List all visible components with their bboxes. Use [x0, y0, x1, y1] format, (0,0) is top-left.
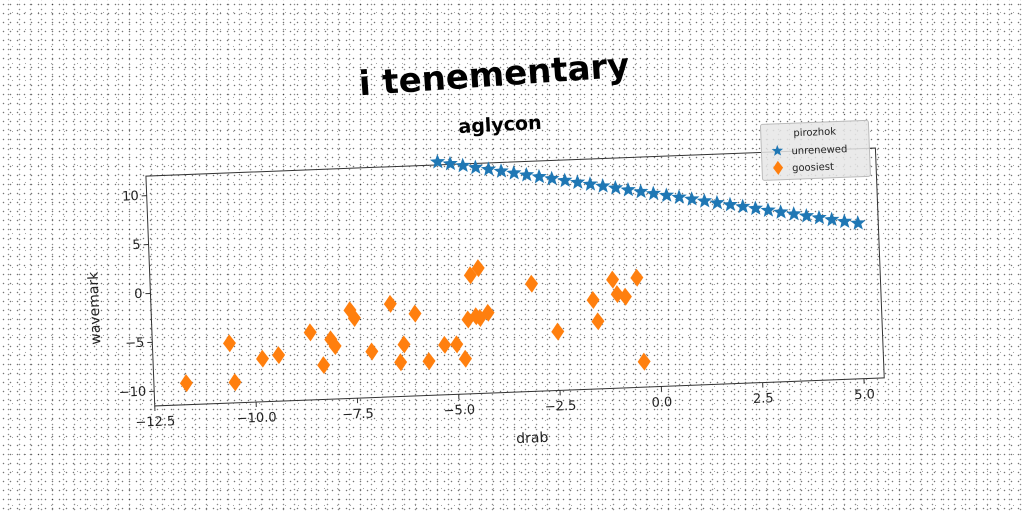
data-point-unrenewed	[442, 155, 458, 171]
data-point-goosiest	[450, 335, 464, 354]
y-tick-label: −10	[119, 385, 147, 401]
data-point-goosiest	[630, 268, 644, 287]
x-tick-label: −2.5	[545, 399, 577, 415]
x-tick-label: 2.5	[753, 391, 774, 407]
x-tick-label: −12.5	[135, 414, 175, 431]
data-point-goosiest	[179, 374, 193, 393]
data-point-unrenewed	[467, 159, 484, 175]
data-point-unrenewed	[620, 181, 636, 197]
plot-area: −12.5 −10.0 −7.5 −5.0 −2.5 0.0 2.5 5.0 −10 −5 0 5 1…	[86, 119, 885, 447]
x-axis: −12.5 −10.0 −7.5 −5.0 −2.5 0.0 2.5 5.0	[135, 378, 875, 431]
data-point-unrenewed	[429, 153, 446, 169]
data-point-unrenewed	[595, 178, 611, 193]
legend-box	[759, 119, 871, 181]
x-tick-label: 0.0	[651, 395, 672, 411]
legend[interactable]: pirozhok unrenewed goosiest	[759, 119, 871, 181]
data-point-unrenewed	[735, 198, 751, 214]
data-point-goosiest	[586, 290, 600, 309]
legend-marker-unrenewed	[771, 144, 784, 156]
data-point-unrenewed	[850, 215, 866, 230]
data-point-unrenewed	[607, 180, 624, 195]
data-point-goosiest	[551, 322, 565, 341]
data-point-unrenewed	[836, 213, 853, 229]
x-tick-label: −5.0	[443, 403, 475, 419]
data-point-goosiest	[606, 270, 620, 289]
chart-subtitle: aglycon	[458, 112, 542, 138]
legend-label-unrenewed: unrenewed	[791, 144, 847, 157]
data-point-goosiest	[365, 342, 379, 361]
data-point-unrenewed	[455, 157, 471, 173]
legend-title: pirozhok	[793, 127, 836, 140]
data-point-goosiest	[394, 353, 408, 372]
data-point-unrenewed	[696, 193, 713, 208]
data-point-goosiest	[272, 346, 286, 365]
data-point-goosiest	[222, 334, 236, 353]
data-point-unrenewed	[811, 209, 827, 225]
data-point-goosiest	[525, 274, 539, 293]
y-tick-label: −5	[125, 336, 145, 352]
data-point-goosiest	[591, 312, 605, 331]
data-point-goosiest	[397, 335, 411, 354]
legend-marker-goosiest	[773, 160, 784, 175]
data-point-goosiest	[481, 303, 495, 322]
x-tick-label: −10.0	[237, 410, 277, 427]
data-point-goosiest	[228, 373, 242, 392]
data-point-goosiest	[303, 323, 317, 342]
data-point-unrenewed	[506, 165, 522, 180]
data-point-unrenewed	[531, 168, 547, 184]
series-unrenewed	[429, 153, 866, 230]
data-point-goosiest	[328, 337, 342, 356]
data-point-unrenewed	[633, 183, 649, 199]
x-tick-label: −7.5	[342, 407, 374, 423]
data-point-goosiest	[471, 259, 485, 278]
data-point-unrenewed	[773, 204, 789, 219]
data-point-unrenewed	[480, 161, 497, 177]
data-point-unrenewed	[722, 196, 738, 212]
y-tick-label: 5	[132, 238, 141, 253]
data-point-goosiest	[473, 309, 487, 328]
data-point-goosiest	[618, 287, 632, 306]
data-point-unrenewed	[684, 191, 700, 206]
chart-title: i tenementary	[358, 46, 631, 105]
data-point-goosiest	[383, 294, 397, 313]
data-point-unrenewed	[824, 211, 840, 227]
data-point-goosiest	[347, 308, 361, 327]
data-point-unrenewed	[518, 166, 535, 182]
data-point-goosiest	[317, 356, 331, 375]
x-tick-label: 5.0	[854, 387, 875, 403]
data-point-unrenewed	[709, 194, 725, 210]
y-tick-label: 10	[122, 189, 139, 205]
data-point-goosiest	[637, 352, 651, 371]
data-point-unrenewed	[747, 200, 764, 216]
data-point-unrenewed	[569, 174, 586, 190]
data-point-goosiest	[461, 310, 475, 329]
data-point-goosiest	[256, 349, 270, 368]
data-point-unrenewed	[671, 189, 687, 204]
data-point-goosiest	[408, 304, 422, 323]
data-point-goosiest	[458, 349, 472, 368]
data-point-goosiest	[422, 352, 436, 371]
data-point-unrenewed	[645, 185, 662, 201]
data-point-goosiest	[463, 266, 477, 285]
data-point-unrenewed	[582, 176, 598, 191]
data-point-unrenewed	[760, 202, 776, 218]
y-tick-label: 0	[134, 287, 143, 302]
x-axis-label: drab	[516, 430, 549, 447]
data-point-unrenewed	[557, 172, 573, 188]
data-point-unrenewed	[798, 207, 815, 223]
series-goosiest	[179, 259, 651, 393]
series-layer	[179, 153, 866, 393]
axes-frame	[145, 147, 885, 407]
y-axis-label: wavemark	[86, 270, 105, 344]
data-point-unrenewed	[544, 170, 560, 186]
data-point-unrenewed	[786, 206, 802, 221]
y-axis: −10 −5 0 5 10	[119, 189, 155, 401]
data-point-goosiest	[438, 335, 452, 354]
data-point-unrenewed	[493, 163, 509, 178]
data-point-unrenewed	[658, 187, 675, 203]
legend-label-goosiest: goosiest	[792, 162, 834, 175]
